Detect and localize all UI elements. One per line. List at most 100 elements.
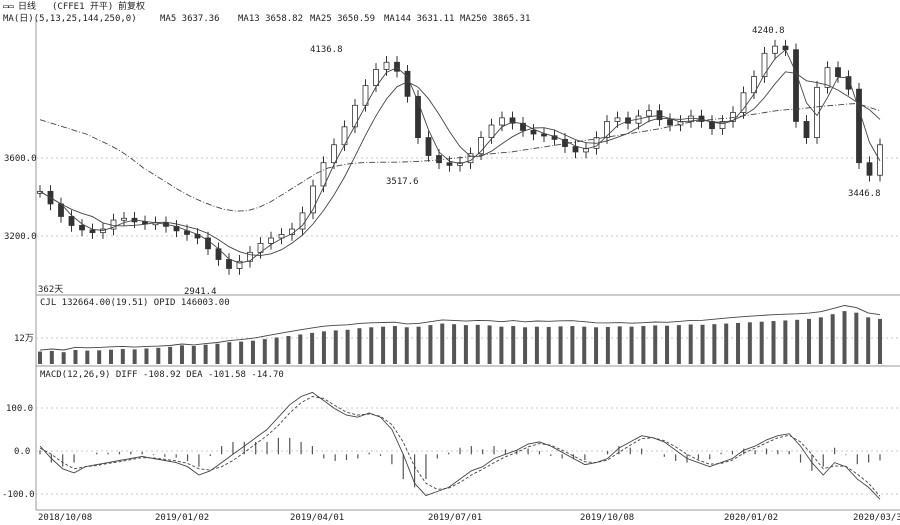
candle-body xyxy=(730,112,736,122)
candle-body xyxy=(446,162,453,166)
candle-body xyxy=(352,104,358,128)
candle-body xyxy=(530,130,537,135)
candle-body xyxy=(866,162,873,176)
x-label-5: 2020/01/02 xyxy=(724,513,778,521)
ma5-value: MA5 3637.36 xyxy=(160,14,220,24)
header-rights[interactable]: 前复权 xyxy=(118,0,145,12)
candle-body xyxy=(572,146,579,153)
candle-body xyxy=(604,121,610,138)
ma250-line xyxy=(39,103,881,212)
volume-bar xyxy=(108,349,113,364)
volume-bar xyxy=(357,328,362,364)
candle-body xyxy=(436,155,442,164)
macd-tick-100: 100.0 xyxy=(6,404,33,414)
volume-bar xyxy=(274,337,279,364)
volume-bar xyxy=(523,327,528,364)
volume-bar xyxy=(866,317,871,364)
volume-bar xyxy=(807,318,812,364)
volume-bar xyxy=(629,326,634,364)
candle-body xyxy=(856,88,862,164)
volume-bar xyxy=(676,325,681,364)
volume-bar xyxy=(818,317,823,364)
candle-body xyxy=(740,92,747,113)
annotation-high-4240: 4240.8 xyxy=(752,26,785,36)
volume-bar xyxy=(724,323,729,364)
volume-bar xyxy=(582,326,587,364)
candle-body xyxy=(751,76,757,94)
candle-body xyxy=(89,229,96,234)
candle-body xyxy=(68,216,75,226)
candle-body xyxy=(614,117,621,122)
candle-body xyxy=(425,137,432,156)
macd-panel xyxy=(39,391,881,500)
candle-body xyxy=(845,76,852,90)
volume-bar xyxy=(73,350,78,364)
price-tick-3600: 3600.0 xyxy=(4,154,37,164)
candle-body xyxy=(835,67,841,78)
ma13-value: MA13 3658.82 xyxy=(238,14,303,24)
ma25-value: MA25 3650.59 xyxy=(310,14,375,24)
header-glyph: ▭▭ xyxy=(3,2,14,12)
volume-bar xyxy=(605,326,610,364)
x-label-3: 2019/07/01 xyxy=(428,513,482,521)
volume-bar xyxy=(49,350,54,364)
macd-header: MACD(12,26,9) DIFF -108.92 DEA -101.58 -… xyxy=(40,370,284,380)
candle-body xyxy=(404,70,411,97)
volume-bar xyxy=(736,322,741,364)
volume-bar xyxy=(392,326,397,364)
volume-bar xyxy=(830,314,835,364)
candle-body xyxy=(667,119,673,126)
candle-body xyxy=(583,147,589,153)
volume-bar xyxy=(286,336,291,364)
volume-bar xyxy=(298,334,303,364)
volume-bar xyxy=(747,322,752,364)
candle-body xyxy=(646,110,652,117)
candle-body xyxy=(709,121,715,130)
volume-bar xyxy=(570,326,575,364)
volume-bar xyxy=(854,312,859,364)
price-panel xyxy=(37,39,883,275)
candle-body xyxy=(236,260,243,269)
candle-body xyxy=(824,67,831,88)
macd-dea-line xyxy=(39,396,881,497)
candle-body xyxy=(394,61,400,72)
volume-bar xyxy=(144,348,149,364)
volume-bar xyxy=(534,326,539,364)
volume-bar xyxy=(191,345,196,364)
volume-bar xyxy=(653,325,658,364)
volume-panel xyxy=(38,305,882,364)
volume-bar xyxy=(499,326,504,364)
volume-bar xyxy=(310,332,315,364)
volume-bar xyxy=(61,352,66,364)
volume-tick: 12万 xyxy=(14,334,34,344)
volume-bar xyxy=(203,344,208,364)
candle-body xyxy=(772,45,778,54)
volume-bar xyxy=(262,339,267,364)
volume-bar xyxy=(440,323,445,364)
volume-bar xyxy=(120,349,125,364)
candle-body xyxy=(541,133,547,137)
candle-body xyxy=(268,237,274,244)
ma-label[interactable]: MA(日)(5,13,25,144,250,0) xyxy=(3,13,137,24)
annotation-low-2941: 2941.4 xyxy=(184,287,217,297)
volume-bar xyxy=(688,324,693,364)
volume-bar xyxy=(641,326,646,364)
header-title: 日线 xyxy=(18,0,36,12)
volume-bar xyxy=(665,325,670,364)
volume-bar xyxy=(842,311,847,364)
volume-bar xyxy=(381,326,386,364)
candle-body xyxy=(478,137,484,155)
volume-bar xyxy=(771,321,776,364)
volume-header: CJL 132664.00(19.51) OPID 146003.00 xyxy=(40,298,230,308)
open-interest-line xyxy=(39,305,881,351)
annotation-low-3517: 3517.6 xyxy=(386,177,419,187)
volume-bar xyxy=(250,340,255,364)
volume-bar xyxy=(97,350,102,364)
ma144-value: MA144 3631.11 xyxy=(384,14,454,24)
candle-body xyxy=(803,121,810,138)
volume-bar xyxy=(156,347,161,364)
volume-bar xyxy=(239,341,244,364)
volume-bar xyxy=(452,324,457,364)
candle-body xyxy=(247,251,253,262)
